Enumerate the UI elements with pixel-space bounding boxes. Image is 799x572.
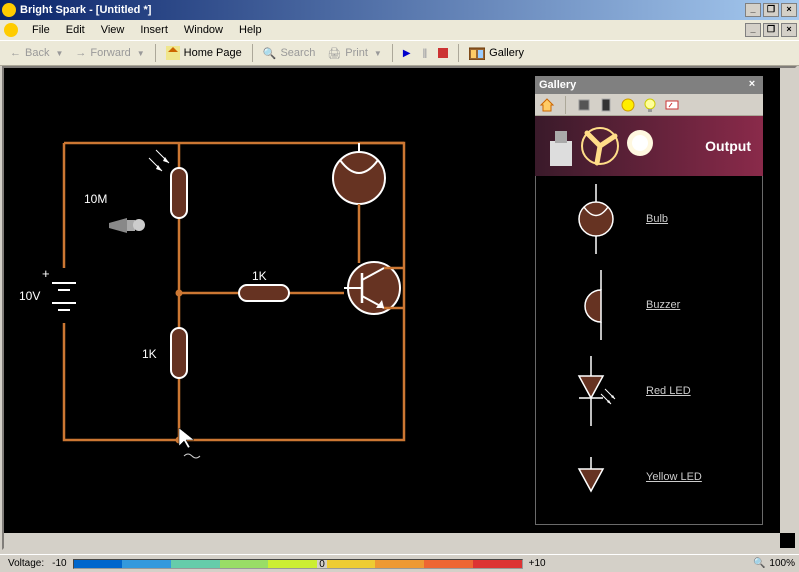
menu-view[interactable]: View	[93, 22, 133, 38]
gallery-panel: Gallery × Output	[535, 76, 763, 526]
gallery-category-label: Output	[705, 138, 751, 154]
print-button[interactable]: 🖨 Print ▼	[321, 45, 388, 62]
svg-text:+: +	[42, 266, 50, 281]
window-controls: _ ❐ ×	[745, 3, 797, 17]
gallery-item-label: Buzzer	[646, 299, 680, 311]
gallery-chip-icon[interactable]	[598, 97, 614, 113]
stop-button[interactable]	[432, 46, 454, 60]
forward-button[interactable]: → Forward ▼	[69, 45, 150, 61]
gallery-item-bulb[interactable]: Bulb	[536, 176, 762, 262]
led-icon	[566, 457, 626, 497]
menu-insert[interactable]: Insert	[132, 22, 176, 38]
voltage-min: -10	[52, 558, 66, 569]
minimize-button[interactable]: _	[745, 3, 761, 17]
menu-window[interactable]: Window	[176, 22, 231, 38]
forward-arrow-icon: →	[75, 47, 86, 59]
print-label: Print	[345, 47, 368, 59]
search-button[interactable]: 🔍 Search	[257, 45, 322, 62]
forward-label: Forward	[90, 47, 130, 59]
voltage-label: Voltage:	[8, 558, 44, 569]
toolbar-separator	[155, 44, 156, 62]
back-arrow-icon: ←	[10, 47, 21, 59]
mdi-controls: _ ❐ ×	[745, 23, 797, 37]
menu-help[interactable]: Help	[231, 22, 270, 38]
gallery-button[interactable]: Gallery	[463, 44, 530, 62]
zoom-icon: 🔍	[753, 558, 765, 569]
gallery-item-red-led[interactable]: Red LED	[536, 348, 762, 434]
window-title: Bright Spark - [Untitled *]	[20, 4, 745, 16]
chevron-down-icon: ▼	[374, 49, 382, 58]
svg-text:1K: 1K	[142, 347, 157, 361]
home-label: Home Page	[184, 47, 242, 59]
voltage-max: +10	[529, 558, 546, 569]
gallery-home-icon[interactable]	[539, 97, 555, 113]
gallery-toolbar	[535, 94, 763, 116]
zoom-value: 100%	[769, 558, 795, 569]
pause-button[interactable]: ||	[417, 46, 433, 61]
document-icon	[4, 23, 18, 37]
gallery-item-yellow-led[interactable]: Yellow LED	[536, 434, 762, 520]
stop-icon	[438, 48, 448, 58]
gallery-title: Gallery	[539, 79, 745, 91]
circuit-diagram: +10V 10M 1K 1K	[4, 68, 524, 533]
buzzer-icon	[566, 270, 626, 340]
svg-text:10M: 10M	[84, 192, 107, 206]
chevron-down-icon: ▼	[55, 49, 63, 58]
zoom-control[interactable]: 🔍 100%	[753, 558, 795, 569]
back-button[interactable]: ← Back ▼	[4, 45, 69, 61]
pause-icon: ||	[423, 48, 427, 59]
menu-edit[interactable]: Edit	[58, 22, 93, 38]
gallery-meter-icon[interactable]	[664, 97, 680, 113]
gallery-titlebar: Gallery ×	[535, 76, 763, 94]
content-area: +10V 10M 1K 1K Gallery × Output	[2, 66, 797, 550]
voltage-gradient: 0	[73, 559, 523, 569]
maximize-button[interactable]: ❐	[763, 3, 779, 17]
horizontal-scrollbar[interactable]	[4, 533, 780, 548]
gallery-item-buzzer[interactable]: Buzzer	[536, 262, 762, 348]
play-icon: ▶	[403, 48, 411, 59]
banner-art-icon	[545, 121, 665, 171]
gallery-power-icon[interactable]	[576, 97, 592, 113]
play-button[interactable]: ▶	[397, 46, 417, 61]
gallery-bulb-icon[interactable]	[642, 97, 658, 113]
search-icon: 🔍	[263, 47, 277, 60]
home-button[interactable]: Home Page	[160, 44, 248, 62]
home-icon	[166, 46, 180, 60]
gallery-list: Bulb Buzzer Red LED Yellow LED	[535, 176, 763, 525]
gallery-item-label: Yellow LED	[646, 471, 702, 483]
gallery-label: Gallery	[489, 47, 524, 59]
svg-text:10V: 10V	[19, 289, 40, 303]
mdi-close-button[interactable]: ×	[781, 23, 797, 37]
vertical-scrollbar[interactable]	[780, 68, 795, 533]
svg-text:1K: 1K	[252, 269, 267, 283]
toolbar-separator	[252, 44, 253, 62]
mdi-maximize-button[interactable]: ❐	[763, 23, 779, 37]
toolbar-separator	[565, 96, 566, 114]
menu-bar: File Edit View Insert Window Help _ ❐ ×	[0, 20, 799, 40]
gallery-item-label: Bulb	[646, 213, 668, 225]
chevron-down-icon: ▼	[137, 49, 145, 58]
back-label: Back	[25, 47, 49, 59]
app-icon	[2, 3, 16, 17]
gallery-output-icon[interactable]	[620, 97, 636, 113]
gallery-close-button[interactable]: ×	[745, 78, 759, 92]
menu-file[interactable]: File	[24, 22, 58, 38]
gallery-item-label: Red LED	[646, 385, 691, 397]
status-bar: Voltage: -10 0 +10 🔍 100%	[0, 554, 799, 572]
led-icon	[566, 356, 626, 426]
toolbar-separator	[392, 44, 393, 62]
title-bar: Bright Spark - [Untitled *] _ ❐ ×	[0, 0, 799, 20]
toolbar: ← Back ▼ → Forward ▼ Home Page 🔍 Search …	[0, 40, 799, 66]
print-icon: 🖨	[327, 47, 341, 60]
bulb-icon	[566, 184, 626, 254]
mdi-minimize-button[interactable]: _	[745, 23, 761, 37]
search-label: Search	[280, 47, 315, 59]
gallery-icon	[469, 46, 485, 60]
close-button[interactable]: ×	[781, 3, 797, 17]
toolbar-separator	[458, 44, 459, 62]
gallery-banner: Output	[535, 116, 763, 176]
